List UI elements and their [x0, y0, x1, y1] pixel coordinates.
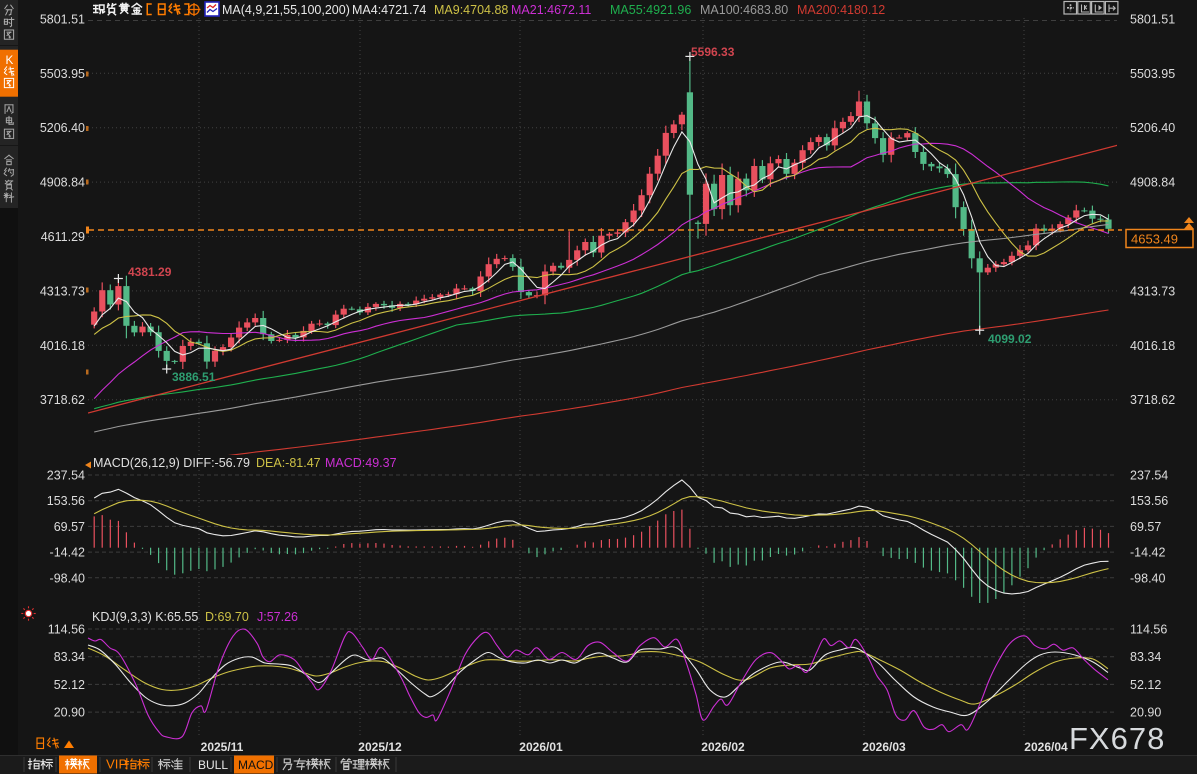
svg-text:KDJ(9,3,3) K:65.55: KDJ(9,3,3) K:65.55	[92, 610, 198, 624]
svg-text:D:69.70: D:69.70	[205, 610, 249, 624]
svg-text:5503.95: 5503.95	[40, 67, 85, 81]
svg-text:5206.40: 5206.40	[40, 121, 85, 135]
svg-text:83.34: 83.34	[1130, 650, 1161, 664]
svg-text:4016.18: 4016.18	[40, 339, 85, 353]
svg-text:4908.84: 4908.84	[1130, 176, 1175, 190]
svg-text:20.90: 20.90	[54, 706, 85, 720]
svg-text:4653.49: 4653.49	[1131, 232, 1178, 247]
svg-text:MA4:4721.74: MA4:4721.74	[352, 3, 426, 17]
svg-text:4908.84: 4908.84	[40, 176, 85, 190]
svg-text:153.56: 153.56	[1130, 494, 1168, 508]
svg-text:2025/11: 2025/11	[201, 740, 244, 754]
svg-text:5503.95: 5503.95	[1130, 67, 1175, 81]
svg-text:J:57.26: J:57.26	[257, 610, 298, 624]
svg-text:4313.73: 4313.73	[1130, 284, 1175, 298]
svg-text:-98.40: -98.40	[1130, 571, 1165, 585]
svg-text:4313.73: 4313.73	[40, 284, 85, 298]
svg-text:-98.40: -98.40	[50, 571, 85, 585]
svg-text:5801.51: 5801.51	[1130, 12, 1175, 26]
svg-text:FX678: FX678	[1069, 721, 1165, 756]
svg-text:2026/01: 2026/01	[519, 740, 563, 754]
svg-text:MACD: MACD	[238, 758, 274, 772]
svg-text:MACD(26,12,9) DIFF:-56.79: MACD(26,12,9) DIFF:-56.79	[93, 456, 250, 470]
svg-text:DEA:-81.47: DEA:-81.47	[256, 456, 321, 470]
svg-text:MA200:4180.12: MA200:4180.12	[797, 3, 885, 17]
svg-text:2026/03: 2026/03	[862, 740, 906, 754]
svg-text:MA100:4683.80: MA100:4683.80	[700, 3, 788, 17]
svg-text:20.90: 20.90	[1130, 706, 1161, 720]
svg-text:4099.02: 4099.02	[988, 332, 1032, 346]
svg-text:MA(4,9,21,55,100,200): MA(4,9,21,55,100,200)	[222, 3, 350, 17]
svg-text:2026/02: 2026/02	[701, 740, 745, 754]
svg-text:VIP: VIP	[106, 757, 127, 772]
svg-text:K: K	[6, 54, 14, 67]
svg-text:3718.62: 3718.62	[40, 393, 85, 407]
svg-text:2026/04: 2026/04	[1024, 740, 1068, 754]
svg-text:2025/12: 2025/12	[358, 740, 402, 754]
svg-text:-14.42: -14.42	[50, 546, 85, 560]
svg-text:MA21:4672.11: MA21:4672.11	[511, 3, 591, 17]
svg-text:5801.51: 5801.51	[40, 12, 85, 26]
svg-text:-14.42: -14.42	[1130, 546, 1165, 560]
svg-text:MACD:49.37: MACD:49.37	[325, 456, 397, 470]
svg-text:MA9:4704.88: MA9:4704.88	[434, 3, 508, 17]
svg-text:52.12: 52.12	[1130, 678, 1161, 692]
svg-text:237.54: 237.54	[47, 469, 85, 483]
svg-text:5596.33: 5596.33	[691, 45, 735, 59]
svg-text:237.54: 237.54	[1130, 469, 1168, 483]
svg-text:114.56: 114.56	[1130, 623, 1167, 637]
svg-text:4016.18: 4016.18	[1130, 339, 1175, 353]
svg-text:4611.29: 4611.29	[41, 230, 85, 244]
svg-text:52.12: 52.12	[54, 678, 85, 692]
svg-text:MA55:4921.96: MA55:4921.96	[610, 3, 691, 17]
svg-text:BULL: BULL	[198, 758, 228, 772]
svg-text:3886.51: 3886.51	[172, 370, 216, 384]
svg-text:83.34: 83.34	[54, 650, 85, 664]
svg-text:114.56: 114.56	[48, 623, 85, 637]
svg-text:3718.62: 3718.62	[1130, 393, 1175, 407]
svg-text:4381.29: 4381.29	[128, 265, 172, 279]
svg-text:69.57: 69.57	[1130, 520, 1161, 534]
svg-text:69.57: 69.57	[54, 520, 85, 534]
svg-text:5206.40: 5206.40	[1130, 121, 1175, 135]
svg-text:153.56: 153.56	[47, 494, 85, 508]
